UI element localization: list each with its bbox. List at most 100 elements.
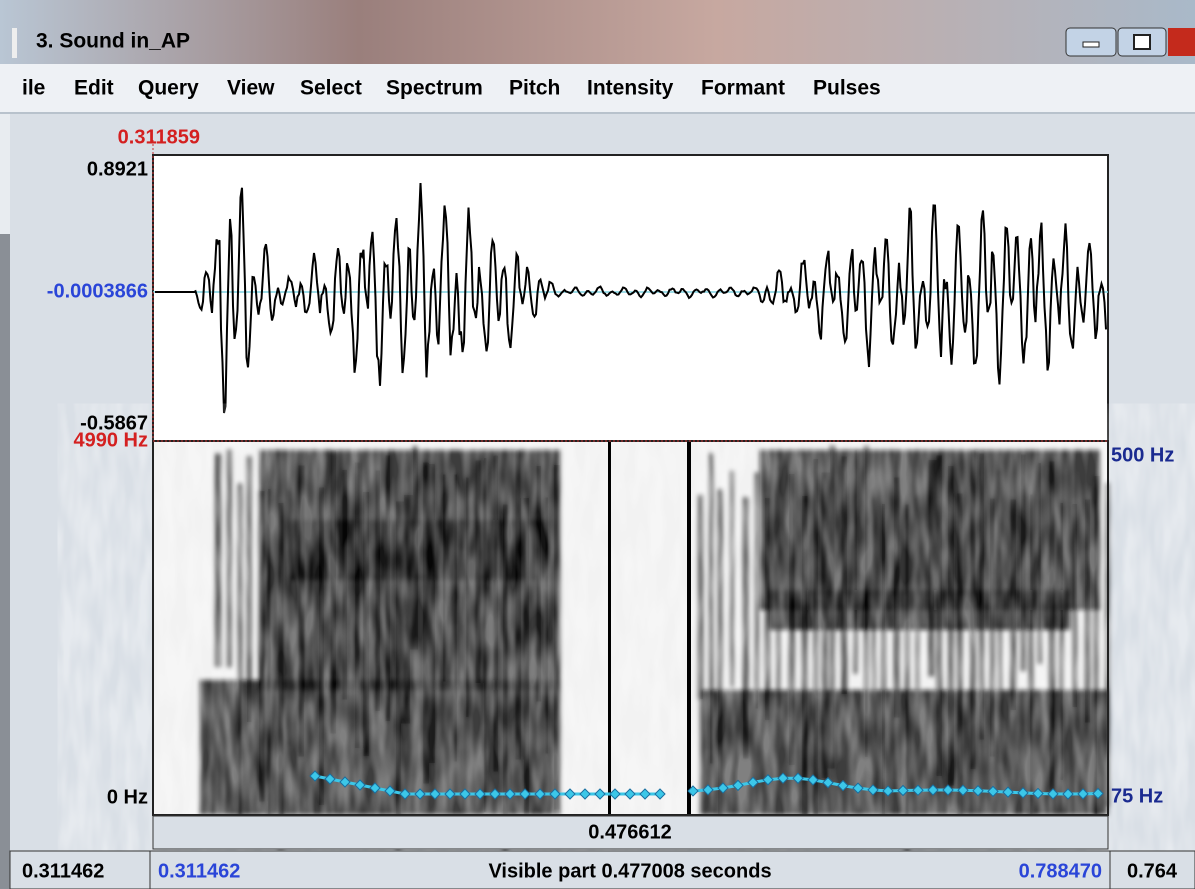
pitch-point bbox=[942, 784, 954, 796]
minimize-icon bbox=[1082, 41, 1100, 48]
menu-item[interactable]: Select bbox=[300, 77, 362, 100]
pitch-point bbox=[1077, 788, 1089, 800]
pitch-point bbox=[1002, 786, 1014, 798]
selection-bar[interactable] bbox=[152, 815, 1109, 850]
pitch-point bbox=[807, 774, 819, 786]
pitch-point bbox=[777, 772, 789, 784]
pitch-contour bbox=[309, 770, 1104, 800]
menu-item[interactable]: Query bbox=[138, 77, 199, 100]
menu-item[interactable]: Intensity bbox=[587, 77, 674, 100]
pitch-point bbox=[702, 784, 714, 796]
maximize-icon bbox=[1133, 34, 1151, 50]
pitch-point bbox=[792, 772, 804, 784]
menu-separator bbox=[0, 112, 1195, 114]
pitch-point bbox=[837, 779, 849, 792]
pitch-point bbox=[474, 788, 486, 800]
pitch-point bbox=[654, 788, 666, 800]
pitch-point bbox=[519, 788, 531, 800]
menu-item[interactable]: ile bbox=[22, 77, 45, 100]
frequency-max: 4990 Hz bbox=[74, 429, 149, 451]
pitch-point bbox=[609, 788, 621, 800]
pitch-point bbox=[459, 788, 471, 800]
pitch-point bbox=[384, 785, 396, 797]
pitch-point bbox=[732, 779, 744, 792]
pitch-point bbox=[309, 770, 321, 782]
pitch-point bbox=[867, 784, 879, 796]
visible-part: Visible part 0.477008 seconds bbox=[488, 860, 771, 882]
menu-item[interactable]: Pitch bbox=[509, 77, 560, 100]
amplitude-min: -0.5867 bbox=[80, 412, 148, 434]
pitch-point bbox=[1017, 787, 1029, 799]
pitch-point bbox=[444, 788, 456, 800]
visible-bar[interactable] bbox=[149, 850, 1111, 889]
pitch-point bbox=[1092, 787, 1104, 800]
menu-bar bbox=[0, 64, 1195, 112]
window-border bbox=[0, 114, 10, 889]
close-button[interactable] bbox=[1168, 28, 1195, 56]
pitch-point bbox=[429, 788, 441, 800]
menu-item[interactable]: Formant bbox=[701, 77, 785, 100]
pitch-point bbox=[1062, 788, 1074, 800]
pitch-point bbox=[369, 782, 381, 794]
pitch-point bbox=[897, 784, 909, 797]
pitch-point bbox=[882, 785, 894, 797]
pitch-point bbox=[822, 776, 834, 789]
cursor-value: -0.0003866 bbox=[47, 280, 148, 302]
left-outside-time: 0.311462 bbox=[22, 860, 104, 882]
menu-item[interactable]: Pulses bbox=[813, 77, 881, 100]
waveform bbox=[155, 183, 1107, 414]
pitch-point bbox=[852, 782, 864, 794]
pitch-point bbox=[504, 788, 516, 800]
burst-line bbox=[608, 441, 611, 815]
pitch-point bbox=[579, 788, 591, 800]
frequency-min: 0 Hz bbox=[107, 786, 148, 808]
pitch-point bbox=[594, 788, 606, 800]
pitch-min: 75 Hz bbox=[1111, 785, 1163, 807]
pitch-point bbox=[489, 788, 501, 800]
window-border-light bbox=[0, 114, 10, 234]
pitch-point bbox=[717, 782, 729, 794]
visible-start: 0.311462 bbox=[158, 860, 240, 882]
pitch-point bbox=[324, 773, 336, 785]
pitch-max: 500 Hz bbox=[1111, 444, 1174, 466]
pitch-point bbox=[564, 788, 576, 800]
pitch-point bbox=[927, 784, 939, 796]
pitch-point bbox=[639, 788, 651, 800]
pitch-point bbox=[957, 784, 969, 796]
pitch-point bbox=[354, 779, 366, 791]
menu-item[interactable]: Spectrum bbox=[386, 77, 483, 100]
waveform-panel bbox=[152, 154, 1109, 442]
visible-end: 0.788470 bbox=[1019, 860, 1102, 882]
pitch-point bbox=[762, 774, 774, 786]
pitch-point bbox=[549, 788, 561, 800]
window-title: 3. Sound in_AP bbox=[36, 30, 190, 53]
pitch-point bbox=[912, 784, 924, 796]
menu-item[interactable]: Edit bbox=[74, 77, 114, 100]
left-outside-bar[interactable] bbox=[9, 850, 151, 889]
right-outside-bar[interactable] bbox=[1109, 850, 1195, 889]
window-edge bbox=[12, 28, 17, 58]
pitch-point bbox=[534, 788, 546, 800]
pitch-point bbox=[624, 788, 636, 800]
spectrogram-noise bbox=[153, 441, 1108, 815]
pitch-point bbox=[687, 785, 699, 797]
amplitude-max: 0.8921 bbox=[87, 158, 148, 180]
pitch-point bbox=[414, 788, 426, 800]
pitch-point bbox=[1032, 787, 1044, 800]
title-bar bbox=[0, 0, 1195, 64]
pitch-point bbox=[339, 776, 351, 788]
right-outside-time: 0.764 bbox=[1127, 860, 1178, 882]
pitch-point bbox=[987, 785, 999, 798]
selection-duration: 0.476612 bbox=[588, 821, 671, 843]
burst-line bbox=[687, 441, 691, 815]
pitch-point bbox=[399, 788, 411, 800]
pitch-point bbox=[1047, 788, 1059, 800]
pitch-line bbox=[692, 776, 1099, 796]
menu: ile Edit Query View Select Spectrum Pitch Inten… bbox=[22, 77, 881, 100]
menu-item[interactable]: View bbox=[227, 77, 275, 100]
cursor-time: 0.311859 bbox=[118, 126, 200, 148]
pitch-point bbox=[747, 776, 759, 789]
pitch-point bbox=[972, 785, 984, 797]
